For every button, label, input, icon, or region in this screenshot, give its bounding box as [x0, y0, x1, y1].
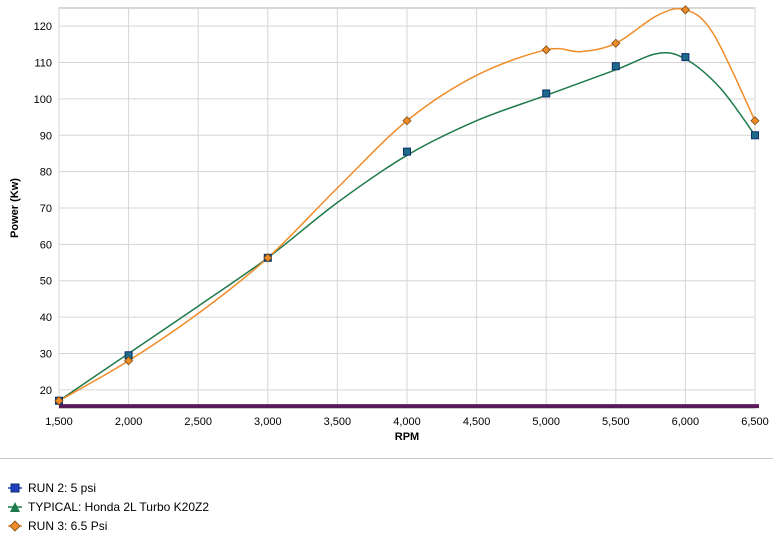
marker-run-3-6-5-psi [680, 5, 690, 15]
legend-item-typical-honda-2l-turbo-k20z2: TYPICAL: Honda 2L Turbo K20Z2 [8, 497, 209, 516]
legend-marker-icon [8, 483, 22, 492]
marker-run-2-5-psi [681, 53, 690, 62]
marker-run-3-6-5-psi [124, 356, 134, 366]
legend-marker-icon [8, 501, 22, 512]
marker-run-2-5-psi [542, 89, 551, 98]
y-tick-label: 50 [40, 276, 52, 288]
x-tick-label: 6,000 [672, 416, 700, 428]
power-chart: 1,500 2,000 2,500 3,000 3,500 4,000 4,500 5,000… [9, 5, 769, 443]
legend-label: RUN 3: 6.5 Psi [28, 518, 108, 533]
marker-run-3-6-5-psi [263, 253, 273, 263]
x-tick-label: 3,000 [254, 416, 282, 428]
y-axis-title: Power (Kw) [9, 178, 21, 238]
x-tick-label: 4,000 [393, 416, 421, 428]
y-tick-label: 80 [40, 167, 52, 179]
marker-run-3-6-5-psi [541, 45, 551, 55]
y-tick-label: 100 [34, 94, 52, 106]
x-tick-label: 3,500 [324, 416, 352, 428]
x-tick-label: 2,500 [184, 416, 212, 428]
legend-item-run-2-5-psi: RUN 2: 5 psi [8, 478, 209, 497]
series-line-typical-honda-2l-turbo-k20z2 [58, 51, 756, 402]
x-tick-label: 5,000 [532, 416, 560, 428]
x-tick-label: 4,500 [463, 416, 491, 428]
legend-divider [0, 458, 773, 459]
legend-marker-icon [8, 519, 22, 532]
y-tick-label: 60 [40, 239, 52, 251]
y-tick-label: 70 [40, 203, 52, 215]
marker-run-3-6-5-psi [750, 116, 760, 126]
y-tick-label: 40 [40, 312, 52, 324]
x-tick-label: 5,500 [602, 416, 630, 428]
y-tick-label: 110 [34, 58, 52, 70]
marker-run-3-6-5-psi [611, 38, 621, 48]
x-tick-label: 1,500 [45, 416, 73, 428]
marker-run-2-5-psi [751, 131, 759, 140]
y-tick-label: 120 [34, 21, 52, 33]
tick-labels: 1,500 2,000 2,500 3,000 3,500 4,000 4,500 5,000… [34, 21, 769, 428]
x-tick-label: 6,500 [741, 416, 769, 428]
x-tick-label: 2,000 [115, 416, 143, 428]
legend-item-run-3-6-5-psi: RUN 3: 6.5 Psi [8, 516, 209, 535]
legend-label: RUN 2: 5 psi [28, 480, 97, 495]
marker-run-3-6-5-psi [54, 396, 64, 406]
series-markers [54, 5, 760, 406]
marker-run-3-6-5-psi [402, 116, 412, 126]
grid-lines [58, 8, 759, 409]
legend: RUN 2: 5 psi TYPICAL: Honda 2L Turbo K20Z… [8, 478, 209, 535]
y-tick-label: 30 [40, 348, 52, 360]
legend-label: TYPICAL: Honda 2L Turbo K20Z2 [28, 499, 209, 514]
marker-run-2-5-psi [611, 62, 620, 71]
x-axis-title: RPM [395, 431, 419, 443]
y-tick-label: 90 [40, 130, 52, 142]
marker-run-2-5-psi [403, 147, 411, 156]
y-tick-label: 20 [40, 385, 52, 397]
